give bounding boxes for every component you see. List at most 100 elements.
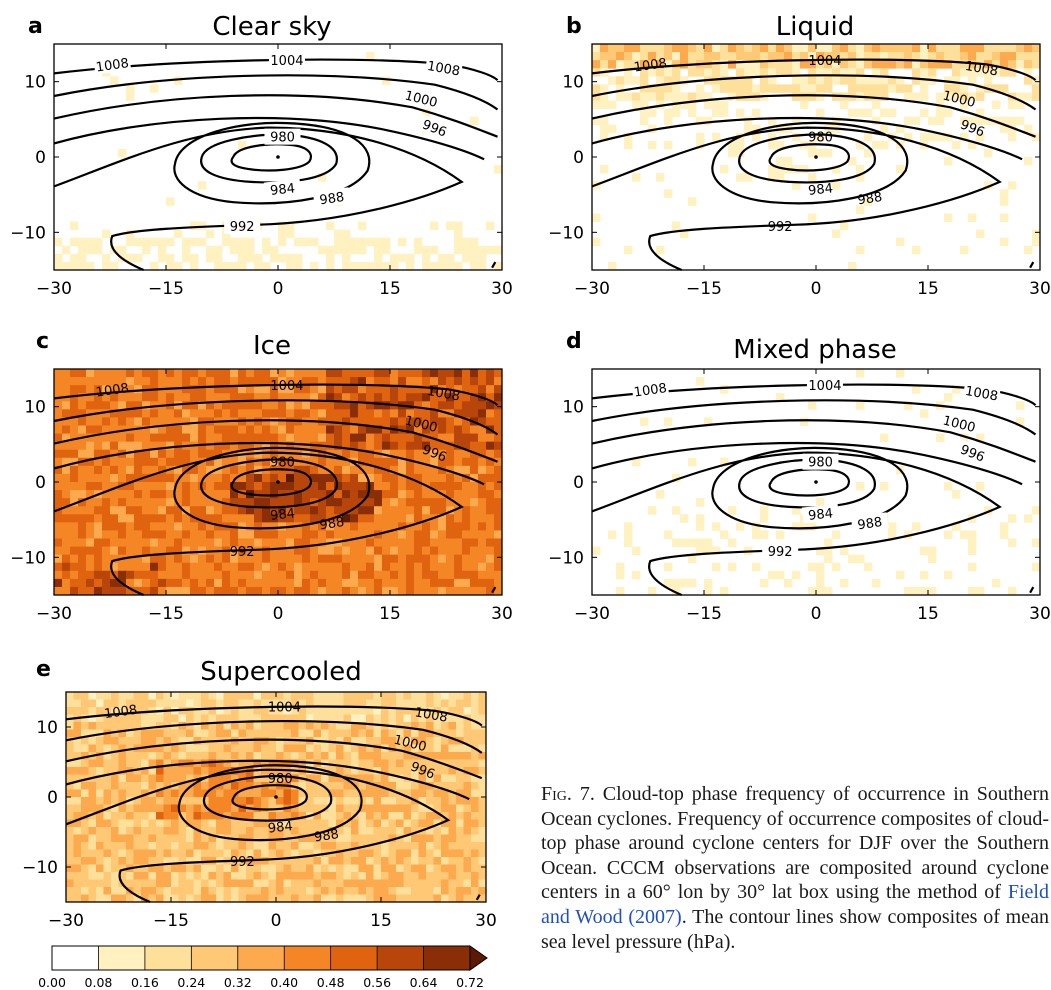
heatmap-cell [403,699,412,708]
heatmap-cell [736,148,745,158]
heatmap-cell [446,401,455,410]
heatmap-cell [984,506,993,515]
caption-reference-link[interactable]: Field and Wood (2007) [541,881,1049,928]
heatmap-cell [216,707,224,715]
heatmap-cell [864,52,873,61]
heatmap-cell [1000,213,1009,222]
heatmap-cell [328,692,337,700]
heatmap-cell [471,797,479,805]
heatmap-cell [381,842,389,850]
heatmap-cell [313,729,322,738]
heatmap-cell [174,369,183,378]
heatmap-cell [358,834,367,843]
heatmap-cell [463,804,472,813]
heatmap-cell [216,752,224,760]
heatmap-cell [896,76,905,85]
heatmap-cell [214,409,223,418]
heatmap-cell [608,530,617,539]
heatmap-cell [70,554,79,564]
heatmap-cell [471,774,479,783]
heatmap-cell [276,887,284,895]
heatmap-cell [262,377,271,386]
heatmap-cell [78,401,87,410]
heatmap-cell [158,490,167,499]
heatmap-cell [102,229,111,239]
heatmap-cell [864,148,873,158]
heatmap-cell [426,752,434,760]
heatmap-cell [156,767,164,775]
heatmap-cell [88,879,97,888]
heatmap-cell [486,245,495,255]
heatmap-cell [141,797,149,805]
heatmap-cell [832,181,841,190]
heatmap-cell [222,498,231,507]
heatmap-cell [374,490,383,499]
heatmap-cell [174,449,183,459]
heatmap-cell [968,44,977,53]
heatmap-cell [358,562,367,572]
heatmap-cell [302,237,311,247]
heatmap-cell [73,857,82,865]
heatmap-cell [403,819,412,828]
heatmap-cell [430,221,439,231]
heatmap-cell [640,108,649,118]
heatmap-cell [418,737,427,745]
heatmap-cell [111,887,119,895]
heatmap-cell [238,722,247,730]
x-tick-label: −30 [574,604,610,624]
heatmap-cell [310,506,319,515]
heatmap-cell [223,827,232,835]
heatmap-cell [294,401,303,410]
heatmap-cell [351,879,359,888]
heatmap-cell [441,819,449,828]
heatmap-cell [313,864,322,873]
heatmap-cell [253,722,262,730]
heatmap-cell [478,490,487,499]
heatmap-cell [712,546,721,556]
heatmap-cell [992,100,1001,109]
heatmap-cell [398,546,407,556]
heatmap-cell [118,245,127,255]
heatmap-cell [478,522,487,531]
heatmap-cell [186,729,194,738]
heatmap-cell [70,490,79,499]
heatmap-cell [306,842,314,850]
heatmap-cell [223,872,232,880]
heatmap-cell [1032,60,1041,69]
heatmap-cell [246,253,255,263]
heatmap-cell [166,578,175,588]
heatmap-cell [454,538,463,547]
heatmap-cell [66,767,74,775]
heatmap-cell [133,834,142,843]
heatmap-cell [366,457,375,467]
heatmap-cell [294,498,303,507]
heatmap-cell [438,586,447,596]
heatmap-cell [462,441,471,451]
heatmap-cell [278,253,287,263]
heatmap-cell [920,60,929,69]
heatmap-cell [190,253,199,263]
heatmap-cell [150,586,159,596]
heatmap-cell [103,774,112,783]
heatmap-cell [336,849,344,858]
heatmap-cell [268,872,277,880]
heatmap-cell [102,490,111,499]
heatmap-cell [321,789,329,798]
heatmap-cell [968,213,977,222]
heatmap-cell [294,385,303,394]
heatmap-cell [632,457,641,467]
heatmap-cell [193,789,202,798]
heatmap-cell [494,377,503,386]
heatmap-cell [54,546,63,556]
heatmap-cell [158,562,167,572]
heatmap-cell [396,692,404,700]
heatmap-cell [111,767,119,775]
heatmap-cell [358,506,367,515]
heatmap-cell [664,140,673,150]
heatmap-cell [141,812,149,820]
heatmap-cell [118,729,127,738]
heatmap-cell [118,514,127,523]
heatmap-cell [262,449,271,459]
heatmap-cell [418,804,427,813]
heatmap-cell [462,425,471,434]
